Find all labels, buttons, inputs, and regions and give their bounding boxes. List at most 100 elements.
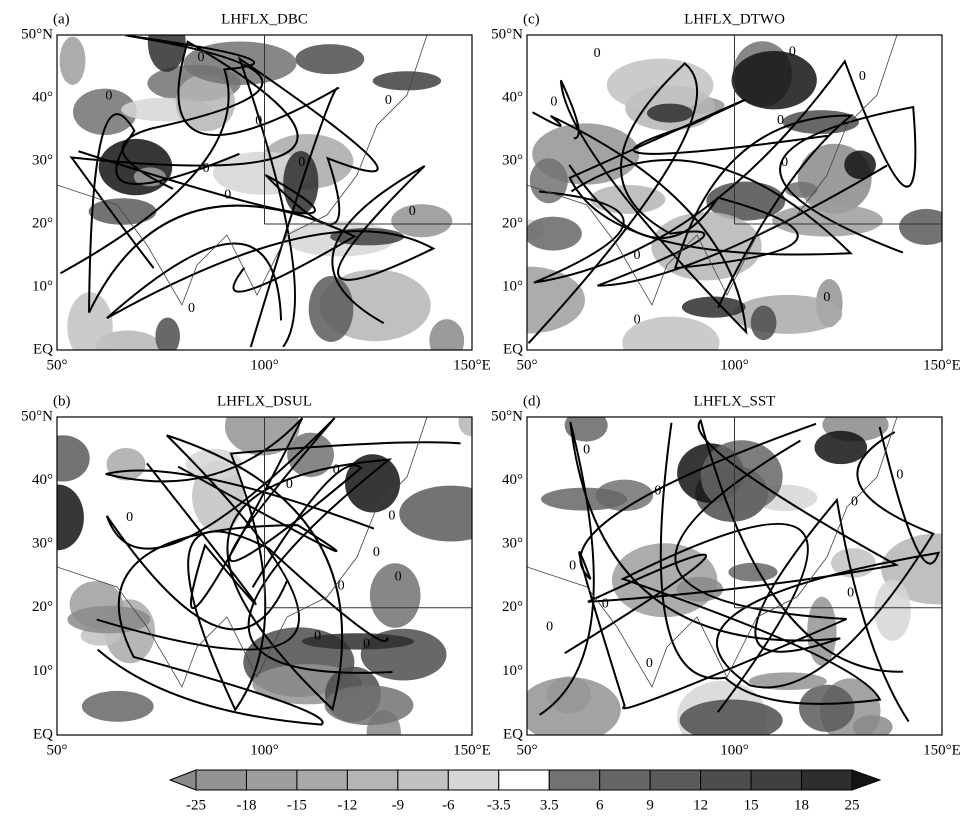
shaded-area <box>814 431 867 464</box>
colorbar-end <box>170 770 196 790</box>
lon-tick-label: 50° <box>47 742 68 758</box>
contour-label: 0 <box>789 44 796 59</box>
colorbar-label: -15 <box>287 797 307 813</box>
lat-tick-label: 50°N <box>491 408 523 424</box>
contour-label: 0 <box>388 508 395 523</box>
colorbar-box <box>499 770 549 790</box>
lon-tick-label: 50° <box>47 357 68 373</box>
contour-label: 0 <box>654 483 661 498</box>
contour-label: 0 <box>823 290 830 305</box>
contour-label: 0 <box>385 93 392 108</box>
lat-tick-label: 30° <box>32 152 53 168</box>
shaded-area <box>751 306 777 341</box>
colorbar-label: 6 <box>596 797 604 813</box>
panel-title: LHFLX_DSUL <box>217 393 312 409</box>
shaded-area <box>429 319 464 362</box>
colorbar-label: -25 <box>186 797 206 813</box>
map-panel: 000000000(b)LHFLX_DSULEQ10°20°30°40°50°N… <box>21 393 503 758</box>
lat-tick-label: 20° <box>32 215 53 231</box>
contour-label: 0 <box>847 586 854 601</box>
colorbar-box <box>196 770 246 790</box>
contour-label: 0 <box>583 442 590 457</box>
contour-label: 0 <box>602 597 609 612</box>
lat-tick-label: EQ <box>33 726 53 742</box>
colorbar-label: 12 <box>693 797 708 813</box>
lat-tick-label: 10° <box>32 278 53 294</box>
shaded-area <box>373 71 441 90</box>
contour-label: 0 <box>314 628 321 643</box>
contour-label: 0 <box>569 558 576 573</box>
contour-label: 0 <box>781 155 788 170</box>
panel-label: (a) <box>53 11 70 27</box>
shading <box>57 13 464 361</box>
colorbar-box <box>802 770 852 790</box>
shaded-area <box>651 212 761 280</box>
contour-label: 0 <box>634 248 641 263</box>
panel-title: LHFLX_DBC <box>221 11 308 27</box>
contour-label: 0 <box>224 188 231 203</box>
colorbar-label: -12 <box>337 797 357 813</box>
shaded-area <box>82 691 154 722</box>
contour-label: 0 <box>546 620 553 635</box>
lat-tick-label: 30° <box>32 536 53 552</box>
colorbar-label: -3.5 <box>487 797 511 813</box>
lat-tick-label: 40° <box>502 472 523 488</box>
colorbar-box <box>398 770 448 790</box>
colorbar-label: 18 <box>794 797 809 813</box>
panel-label: (d) <box>523 393 541 409</box>
lon-tick-label: 150°E <box>923 357 961 373</box>
colorbar-label: 3.5 <box>540 797 559 813</box>
contour-label: 0 <box>634 313 641 328</box>
shaded-area <box>524 217 581 251</box>
lat-tick-label: 50°N <box>491 26 523 42</box>
shading <box>32 397 503 754</box>
lon-tick-label: 150°E <box>453 357 491 373</box>
colorbar-end <box>852 770 880 790</box>
lon-tick-label: 100° <box>720 357 749 373</box>
lon-tick-label: 50° <box>517 742 538 758</box>
lat-tick-label: 10° <box>32 663 53 679</box>
colorbar-box <box>246 770 296 790</box>
contour-label: 0 <box>126 510 133 525</box>
contour-label: 0 <box>851 494 858 509</box>
contour-label: 0 <box>409 204 416 219</box>
colorbar-box <box>297 770 347 790</box>
panel-label: (c) <box>523 11 540 27</box>
panel-label: (b) <box>53 393 71 409</box>
contour-label: 0 <box>896 468 903 483</box>
colorbar-label: -6 <box>442 797 455 813</box>
shaded-area <box>309 276 354 342</box>
lat-tick-label: 10° <box>502 278 523 294</box>
contour-label: 0 <box>105 89 112 104</box>
contour-label: 0 <box>550 94 557 109</box>
lat-tick-label: EQ <box>33 341 53 357</box>
map-panel: 000000000(c)LHFLX_DTWOEQ10°20°30°40°50°N… <box>471 11 960 373</box>
contour-label: 0 <box>255 114 262 129</box>
lat-tick-label: 40° <box>32 89 53 105</box>
lon-tick-label: 100° <box>250 742 279 758</box>
contour-label: 0 <box>594 46 601 61</box>
lat-tick-label: 40° <box>32 472 53 488</box>
contour-label: 0 <box>197 50 204 65</box>
shaded-area <box>728 563 777 582</box>
shaded-area <box>799 685 854 732</box>
lon-tick-label: 100° <box>720 742 749 758</box>
contour-label: 0 <box>363 636 370 651</box>
contour-label: 0 <box>333 463 340 478</box>
colorbar-label: 15 <box>744 797 759 813</box>
lon-tick-label: 50° <box>517 357 538 373</box>
shaded-area <box>391 204 452 237</box>
contour-label: 0 <box>646 656 653 671</box>
shaded-area <box>399 486 502 542</box>
contour-label: 0 <box>203 161 210 176</box>
shaded-area <box>807 597 836 666</box>
shading <box>518 408 969 753</box>
lat-tick-label: EQ <box>503 726 523 742</box>
lat-tick-label: EQ <box>503 341 523 357</box>
contour-label: 0 <box>338 579 345 594</box>
contour-label: 0 <box>188 301 195 316</box>
lat-tick-label: 20° <box>32 599 53 615</box>
shading <box>471 35 953 369</box>
lat-tick-label: 20° <box>502 599 523 615</box>
